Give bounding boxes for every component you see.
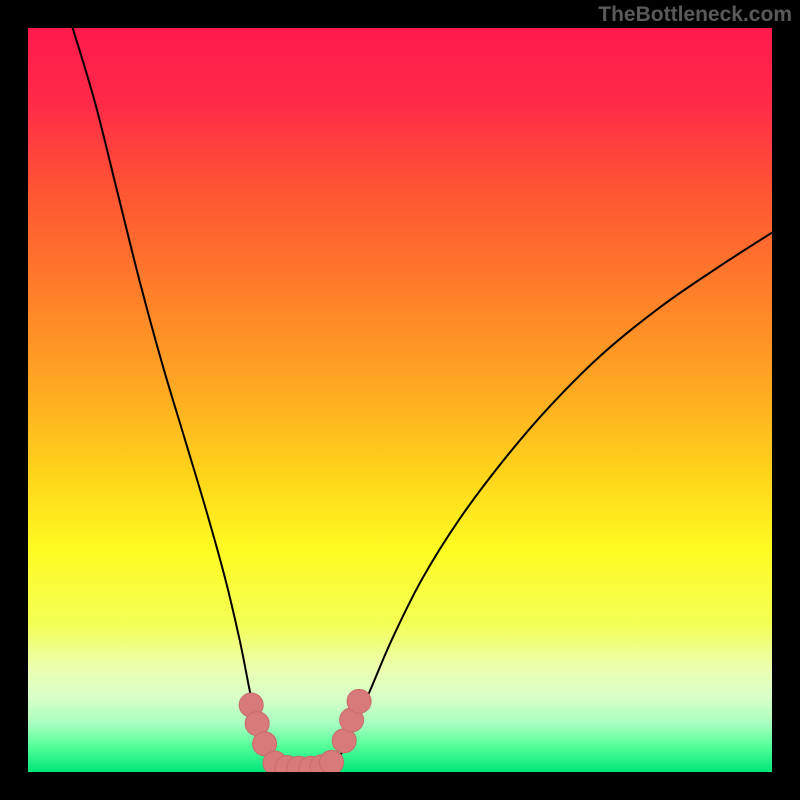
plot-area (28, 28, 772, 772)
bottom-marker (347, 689, 371, 713)
chart-svg (28, 28, 772, 772)
watermark-text: TheBottleneck.com (598, 3, 792, 27)
gradient-background (28, 28, 772, 772)
bottom-marker (320, 750, 344, 772)
